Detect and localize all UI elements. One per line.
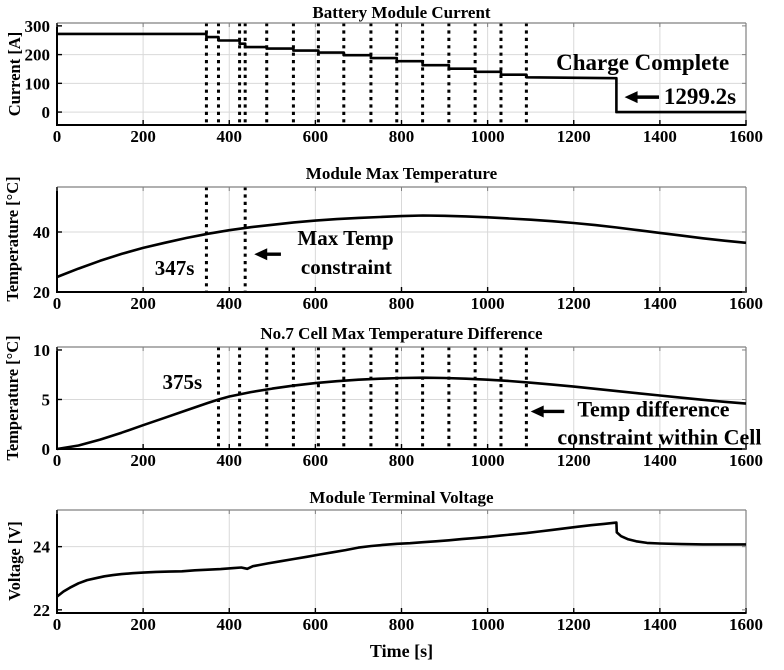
y-tick-label: 0 (42, 103, 51, 122)
x-tick-label: 600 (303, 615, 329, 634)
annotation-text: Temp difference (577, 396, 730, 422)
x-tick-label: 800 (389, 615, 415, 634)
series-line (57, 32, 746, 114)
chart3-y-axis-label: Temperature [°C] (3, 335, 22, 461)
annotation-text: constraint within Cell (557, 423, 762, 449)
y-tick-label: 20 (33, 283, 50, 302)
chart1-title: Battery Module Current (312, 3, 491, 22)
x-tick-label: 0 (53, 127, 62, 146)
x-tick-label: 600 (303, 294, 329, 313)
y-tick-label: 10 (33, 341, 50, 360)
y-tick-label: 40 (33, 223, 50, 242)
x-tick-label: 800 (389, 127, 415, 146)
series-line (56, 521, 746, 598)
chart2-y-axis-label: Temperature [°C] (3, 176, 22, 302)
x-tick-label: 1000 (471, 294, 505, 313)
x-tick-label: 1200 (557, 451, 591, 470)
y-tick-label: 200 (25, 46, 51, 65)
annotation-text: 347s (154, 255, 195, 280)
x-tick-label: 1000 (471, 127, 505, 146)
x-tick-label: 1600 (729, 451, 763, 470)
x-tick-label: 400 (217, 615, 243, 634)
x-tick-label: 200 (130, 127, 156, 146)
x-tick-label: 1600 (729, 615, 763, 634)
x-tick-label: 1200 (557, 127, 591, 146)
x-tick-label: 200 (130, 451, 156, 470)
x-tick-label: 0 (53, 615, 62, 634)
left-arrow-head (530, 405, 544, 418)
x-tick-label: 0 (53, 294, 62, 313)
x-tick-label: 1400 (643, 615, 677, 634)
annotation-text: 375s (162, 369, 203, 394)
annotation-text: Charge Complete (556, 49, 730, 75)
x-axis-label: Time [s] (369, 641, 434, 661)
x-tick-label: 400 (217, 127, 243, 146)
x-tick-label: 1600 (729, 127, 763, 146)
x-tick-label: 0 (53, 451, 62, 470)
left-arrow-head (624, 91, 638, 104)
y-tick-label: 24 (33, 538, 51, 557)
x-tick-label: 200 (130, 615, 156, 634)
x-tick-label: 1000 (471, 451, 505, 470)
left-arrow-head (254, 248, 268, 261)
y-tick-label: 0 (42, 440, 51, 459)
x-tick-label: 400 (217, 451, 243, 470)
chart4-title: Module Terminal Voltage (309, 488, 494, 507)
x-tick-label: 1400 (643, 451, 677, 470)
chart3-title: No.7 Cell Max Temperature Difference (260, 324, 543, 343)
x-tick-label: 800 (389, 294, 415, 313)
x-tick-label: 600 (303, 127, 329, 146)
annotation-text: constraint (300, 254, 392, 279)
y-tick-label: 5 (42, 390, 51, 409)
x-tick-label: 400 (217, 294, 243, 313)
x-tick-label: 800 (389, 451, 415, 470)
chart1-y-axis-label: Current [A] (5, 31, 24, 117)
chart2-title: Module Max Temperature (305, 164, 498, 183)
chart4-y-axis-label: Voltage [V] (5, 521, 24, 601)
series-line (56, 376, 747, 451)
annotation-text: 1299.2s (663, 84, 737, 110)
annotation-text: Max Temp (297, 226, 394, 251)
x-tick-label: 600 (303, 451, 329, 470)
x-tick-label: 1200 (557, 615, 591, 634)
y-tick-label: 22 (33, 601, 50, 620)
x-tick-label: 1400 (643, 294, 677, 313)
y-tick-label: 300 (25, 17, 51, 36)
series-line (56, 214, 747, 279)
y-tick-label: 100 (25, 74, 51, 93)
x-tick-label: 1400 (643, 127, 677, 146)
x-tick-label: 1200 (557, 294, 591, 313)
x-tick-label: 1600 (729, 294, 763, 313)
x-tick-label: 1000 (471, 615, 505, 634)
x-tick-label: 200 (130, 294, 156, 313)
